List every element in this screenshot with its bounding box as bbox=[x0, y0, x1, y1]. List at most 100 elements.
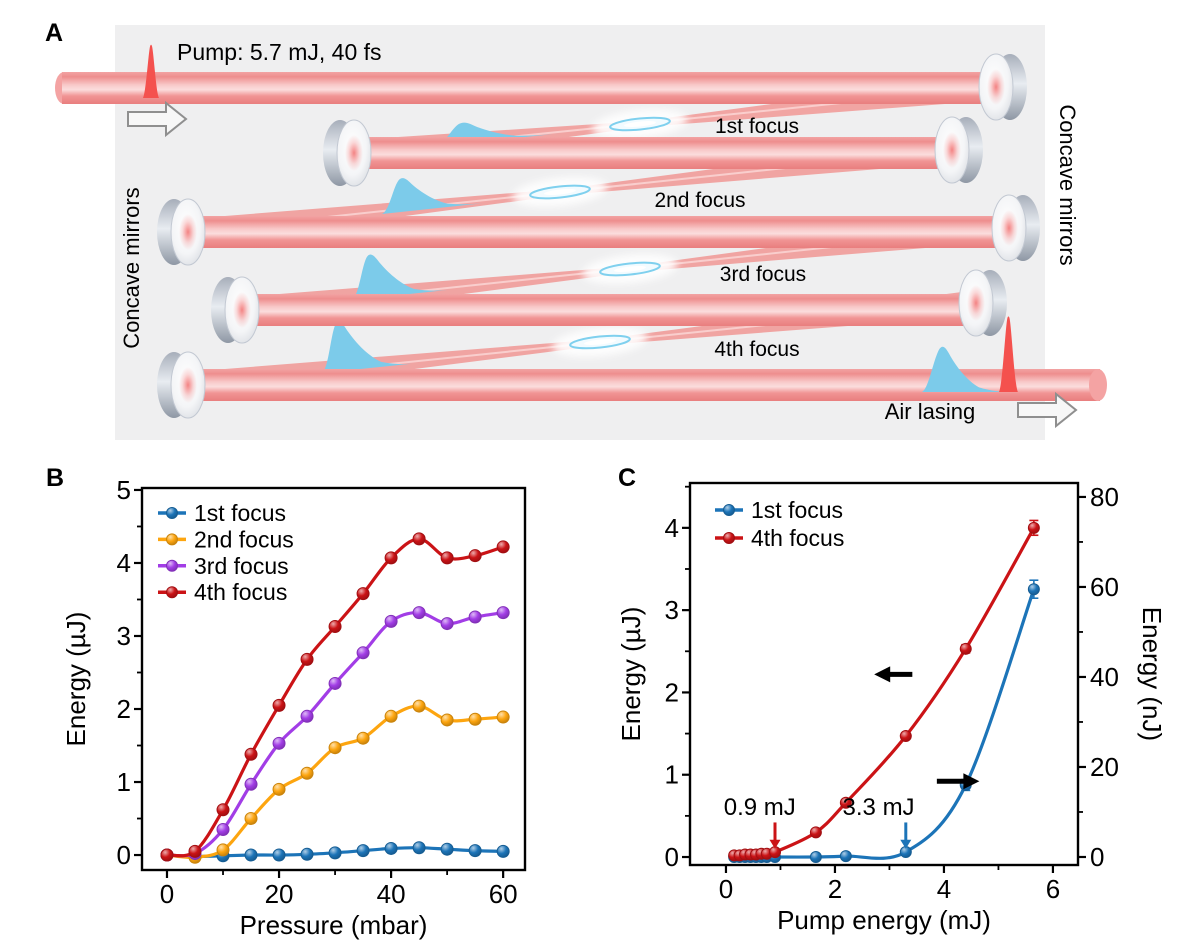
pass-beam-1 bbox=[353, 137, 953, 169]
data-point bbox=[839, 850, 852, 863]
data-point bbox=[440, 713, 454, 727]
y-right-tick-label: 80 bbox=[1090, 482, 1119, 512]
focus-label-2: 2nd focus bbox=[654, 189, 745, 212]
data-point bbox=[272, 848, 286, 862]
y-tick-label: 1 bbox=[117, 767, 131, 797]
panel-c-label: C bbox=[618, 464, 637, 492]
data-point bbox=[384, 841, 398, 855]
focus-2 bbox=[512, 177, 608, 207]
y-tick-label: 4 bbox=[665, 513, 679, 543]
y-right-axis-title: Energy (nJ) bbox=[1137, 607, 1167, 741]
y-tick-label: 0 bbox=[117, 840, 131, 870]
y-tick-label: 1 bbox=[665, 760, 679, 790]
y-tick-label: 4 bbox=[117, 548, 131, 578]
legend-marker-icon bbox=[166, 559, 178, 572]
threshold-annotation: 0.9 mJ bbox=[724, 794, 796, 821]
setup-diagram: A Pump: 5.7 mJ, 40 fs 1st focus 2nd focu… bbox=[45, 19, 1107, 440]
x-tick-label: 60 bbox=[489, 879, 518, 909]
data-point bbox=[496, 710, 510, 724]
data-point bbox=[412, 699, 426, 713]
data-point bbox=[468, 549, 482, 563]
y-right-tick-label: 0 bbox=[1090, 842, 1104, 872]
data-point bbox=[244, 848, 258, 862]
y-tick-label: 2 bbox=[665, 677, 679, 707]
data-point bbox=[412, 606, 426, 620]
y-right-tick-label: 40 bbox=[1090, 662, 1119, 692]
data-point bbox=[160, 848, 174, 862]
data-point bbox=[809, 826, 822, 839]
data-point bbox=[440, 842, 454, 856]
concave-mirror-right-1 bbox=[978, 53, 1027, 121]
x-tick-label: 0 bbox=[160, 879, 174, 909]
pump-beam bbox=[62, 72, 995, 104]
panel-b-label: B bbox=[46, 464, 65, 492]
x-tick-label: 20 bbox=[265, 879, 294, 909]
pass-beam-3 bbox=[241, 294, 977, 326]
x-tick-label: 2 bbox=[828, 874, 842, 904]
pump-label: Pump: 5.7 mJ, 40 fs bbox=[177, 39, 382, 65]
x-tick-label: 6 bbox=[1046, 874, 1060, 904]
threshold-arrow-head-icon bbox=[769, 839, 781, 849]
data-point bbox=[356, 587, 370, 601]
data-point bbox=[356, 646, 370, 660]
y-tick-label: 3 bbox=[665, 595, 679, 625]
data-point bbox=[809, 850, 822, 863]
y-tick-label: 3 bbox=[117, 621, 131, 651]
legend-marker-icon bbox=[723, 504, 735, 516]
data-point bbox=[412, 841, 426, 855]
threshold-arrow-head-icon bbox=[900, 839, 912, 849]
y-right-tick-label: 60 bbox=[1090, 572, 1119, 602]
data-point bbox=[244, 747, 258, 761]
input-flow-arrow-icon bbox=[127, 100, 188, 138]
data-point bbox=[216, 843, 230, 857]
data-point bbox=[272, 782, 286, 796]
plot-box bbox=[688, 481, 1080, 867]
data-point bbox=[839, 796, 852, 809]
data-point bbox=[216, 822, 230, 836]
data-point bbox=[328, 846, 342, 860]
concave-mirror-right-4 bbox=[958, 269, 1007, 337]
data-point bbox=[328, 676, 342, 690]
concave-mirror-left-2 bbox=[157, 198, 206, 266]
legend-label-2nd-focus: 2nd focus bbox=[194, 526, 294, 552]
data-point bbox=[356, 844, 370, 858]
legend-marker-icon bbox=[166, 533, 178, 546]
data-point bbox=[496, 844, 510, 858]
legend-label-4th-focus: 4th focus bbox=[194, 579, 287, 605]
x-tick-label: 0 bbox=[719, 874, 733, 904]
data-point bbox=[899, 730, 912, 743]
data-point bbox=[1027, 583, 1040, 596]
x-axis-title: Pressure (mbar) bbox=[240, 910, 428, 940]
x-tick-label: 40 bbox=[377, 879, 406, 909]
pass-beam-2 bbox=[187, 216, 1010, 248]
y-tick-label: 2 bbox=[117, 694, 131, 724]
data-point bbox=[244, 777, 258, 791]
output-beam-cap bbox=[1089, 369, 1107, 401]
data-point bbox=[468, 610, 482, 624]
legend-label-3rd-focus: 3rd focus bbox=[194, 553, 289, 579]
data-point bbox=[496, 606, 510, 620]
concave-mirror-left-1 bbox=[323, 119, 372, 187]
air-lasing-label: Air lasing bbox=[885, 399, 975, 424]
data-point bbox=[468, 712, 482, 726]
data-point bbox=[300, 847, 314, 861]
data-point bbox=[300, 652, 314, 666]
data-point bbox=[300, 709, 314, 723]
data-point bbox=[188, 844, 202, 858]
concave-mirrors-left-label: Concave mirrors bbox=[119, 187, 144, 348]
data-point bbox=[328, 741, 342, 755]
focus-4 bbox=[552, 327, 648, 357]
legend-marker-icon bbox=[166, 586, 178, 599]
concave-mirrors-right-label: Concave mirrors bbox=[1055, 104, 1080, 265]
threshold-annotation: 3.3 mJ bbox=[843, 794, 915, 821]
output-flow-arrow-icon bbox=[1017, 391, 1078, 429]
data-point bbox=[244, 812, 258, 826]
plot-box bbox=[140, 486, 527, 872]
concave-mirror-left-3 bbox=[211, 276, 260, 344]
axis-indicator-arrow-head-icon bbox=[963, 773, 980, 790]
legend-marker-icon bbox=[166, 507, 178, 519]
panel-a-label: A bbox=[45, 19, 63, 47]
data-point bbox=[328, 620, 342, 634]
y-tick-label: 0 bbox=[665, 842, 679, 872]
